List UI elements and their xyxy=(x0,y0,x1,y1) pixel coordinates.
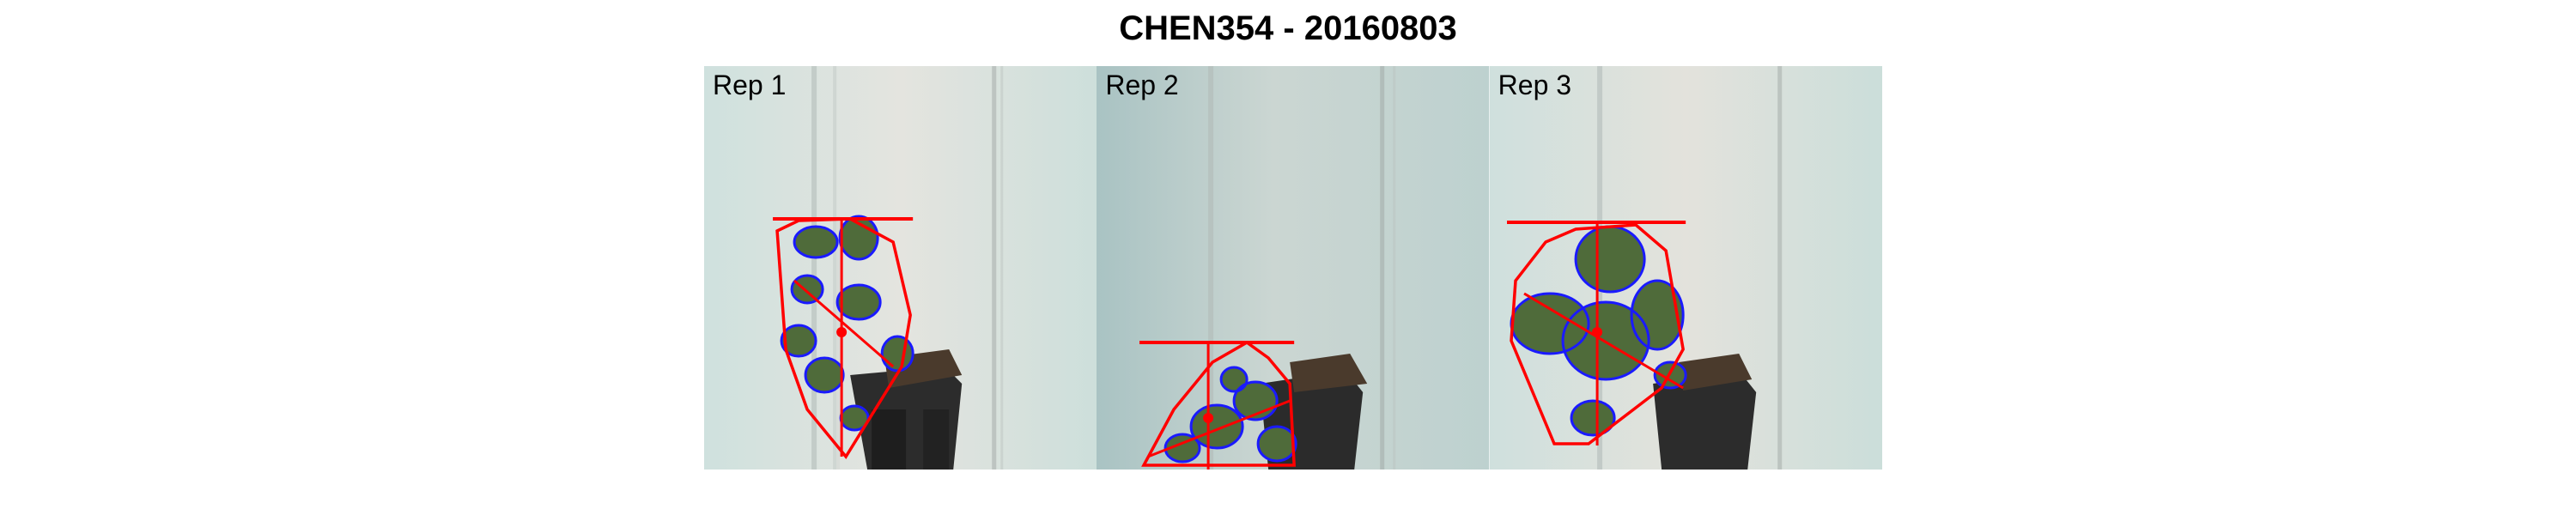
rep-label-2: Rep 2 xyxy=(1105,70,1179,100)
plant-photo-rep-1 xyxy=(704,66,1097,470)
panel-rep-3: Rep 3 xyxy=(1489,66,1882,470)
panel-rep-1: Rep 1 xyxy=(704,66,1097,470)
plant-photo-rep-2 xyxy=(1097,66,1490,470)
plant-photo-rep-3 xyxy=(1489,66,1882,470)
rep-label-3: Rep 3 xyxy=(1498,70,1572,100)
panel-rep-2: Rep 2 xyxy=(1097,66,1490,470)
rep-label-1: Rep 1 xyxy=(713,70,787,100)
figure-title: CHEN354 - 20160803 xyxy=(1119,9,1457,47)
image-panels: Rep 1 xyxy=(704,66,1882,470)
